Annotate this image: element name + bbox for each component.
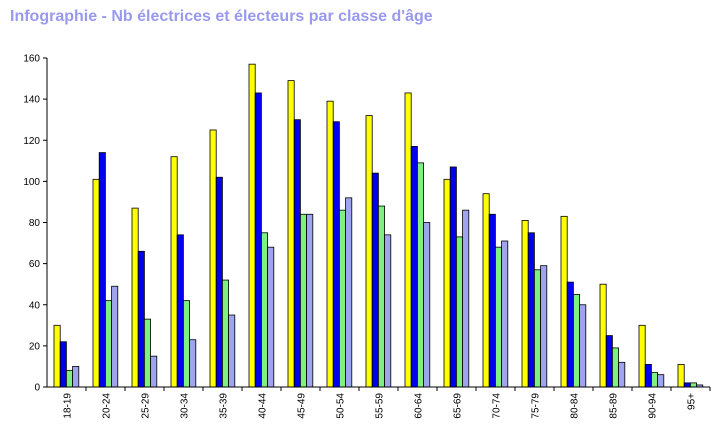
- bar-40-44-series-1: [248, 63, 256, 388]
- bar-75-79-series-3: [534, 269, 542, 388]
- x-tick-label: 40-44: [258, 393, 269, 419]
- bar-95+-series-1: [677, 363, 685, 388]
- x-tick-label: 30-34: [180, 393, 191, 419]
- bars: [53, 63, 704, 388]
- bar-30-34-series-1: [170, 156, 178, 388]
- bar-90-94-series-4: [657, 374, 665, 388]
- x-tick-label: 55-59: [375, 393, 386, 419]
- x-tick-label: 85-89: [609, 393, 620, 419]
- bar-90-94-series-3: [651, 372, 659, 388]
- bar-75-79-series-1: [521, 220, 529, 388]
- bar-18-19-series-1: [53, 324, 61, 388]
- y-axis-ticks: 0 20 40 60 80 100 120 140 160: [23, 54, 47, 394]
- bar-60-64-series-2: [410, 146, 418, 388]
- bar-20-24-series-2: [98, 152, 106, 388]
- x-tick-label: 60-64: [414, 393, 425, 419]
- bar-90-94-series-2: [644, 363, 652, 388]
- x-tick-label: 80-84: [570, 393, 581, 419]
- bar-55-59-series-4: [384, 234, 392, 388]
- x-tick-label: 50-54: [336, 393, 347, 419]
- bar-90-94-series-1: [638, 324, 646, 388]
- bar-25-29-series-2: [137, 250, 145, 388]
- bar-55-59-series-2: [371, 172, 379, 388]
- bar-50-54-series-3: [338, 209, 346, 388]
- bar-80-84-series-4: [579, 304, 587, 388]
- x-tick-label: 20-24: [102, 393, 113, 419]
- bar-40-44-series-2: [254, 92, 262, 388]
- bar-45-49-series-2: [293, 119, 301, 388]
- y-tick-label: 80: [29, 218, 41, 229]
- bar-85-89-series-4: [618, 361, 626, 388]
- bar-80-84-series-1: [560, 215, 568, 388]
- bar-75-79-series-2: [527, 232, 535, 388]
- bar-55-59-series-1: [365, 115, 373, 388]
- bar-30-34-series-3: [182, 300, 190, 388]
- bar-25-29-series-4: [150, 355, 158, 388]
- bar-50-54-series-2: [332, 121, 340, 388]
- x-tick-label: 95+: [687, 393, 698, 410]
- y-tick-label: 100: [23, 177, 40, 188]
- x-tick-label: 65-69: [453, 393, 464, 419]
- y-tick-label: 20: [29, 341, 41, 352]
- x-axis-ticks: 18-19 20-24 25-29 30-34 35-39 40-44 45-49 50-54…: [63, 387, 711, 419]
- bar-20-24-series-3: [105, 300, 113, 388]
- bar-70-74-series-4: [501, 240, 509, 388]
- y-tick-label: 0: [34, 383, 40, 394]
- bar-45-49-series-1: [287, 80, 295, 388]
- bar-40-44-series-4: [267, 246, 275, 388]
- bar-30-34-series-4: [189, 339, 197, 388]
- bar-40-44-series-3: [260, 232, 268, 388]
- bar-70-74-series-1: [482, 193, 490, 388]
- bar-55-59-series-3: [377, 205, 385, 388]
- bar-60-64-series-1: [404, 92, 412, 388]
- y-tick-label: 160: [23, 54, 40, 65]
- bar-60-64-series-4: [423, 222, 431, 388]
- y-tick-label: 40: [29, 300, 41, 311]
- bar-75-79-series-4: [540, 265, 548, 388]
- chart-title: Infographie - Nb électrices et électeurs…: [10, 8, 433, 25]
- bar-85-89-series-3: [612, 347, 620, 388]
- y-tick-label: 120: [23, 136, 40, 147]
- x-tick-label: 45-49: [297, 393, 308, 419]
- bar-70-74-series-3: [494, 246, 502, 388]
- x-tick-label: 18-19: [63, 393, 74, 419]
- bar-65-69-series-3: [455, 236, 463, 388]
- bar-80-84-series-2: [566, 281, 574, 388]
- bar-65-69-series-4: [462, 209, 470, 388]
- bar-70-74-series-2: [488, 213, 496, 388]
- bar-35-39-series-2: [215, 176, 223, 388]
- bar-30-34-series-2: [176, 234, 184, 388]
- y-tick-label: 60: [29, 259, 41, 270]
- bar-25-29-series-3: [143, 318, 151, 388]
- x-tick-label: 35-39: [219, 393, 230, 419]
- bar-35-39-series-3: [221, 279, 229, 388]
- bar-85-89-series-1: [599, 283, 607, 388]
- bar-18-19-series-2: [59, 341, 67, 388]
- bar-95+-series-2: [683, 382, 691, 388]
- bar-50-54-series-4: [345, 197, 353, 388]
- bar-20-24-series-1: [92, 178, 100, 388]
- bar-45-49-series-4: [306, 213, 314, 388]
- bar-20-24-series-4: [111, 285, 119, 388]
- x-tick-label: 90-94: [648, 393, 659, 419]
- bar-18-19-series-3: [66, 370, 74, 388]
- bar-60-64-series-3: [416, 162, 424, 388]
- bar-80-84-series-3: [573, 294, 581, 388]
- bar-95+-series-3: [690, 382, 698, 388]
- bar-85-89-series-2: [605, 335, 613, 388]
- x-tick-label: 75-79: [531, 393, 542, 419]
- y-tick-label: 140: [23, 95, 40, 106]
- bar-35-39-series-4: [228, 314, 236, 388]
- x-tick-label: 25-29: [141, 393, 152, 419]
- bar-50-54-series-1: [326, 100, 334, 388]
- bar-25-29-series-1: [131, 207, 139, 388]
- bar-45-49-series-3: [299, 213, 307, 388]
- x-tick-label: 70-74: [492, 393, 503, 419]
- bar-65-69-series-1: [443, 178, 451, 388]
- bar-65-69-series-2: [449, 166, 457, 388]
- bar-35-39-series-1: [209, 129, 217, 388]
- bar-18-19-series-4: [72, 366, 80, 388]
